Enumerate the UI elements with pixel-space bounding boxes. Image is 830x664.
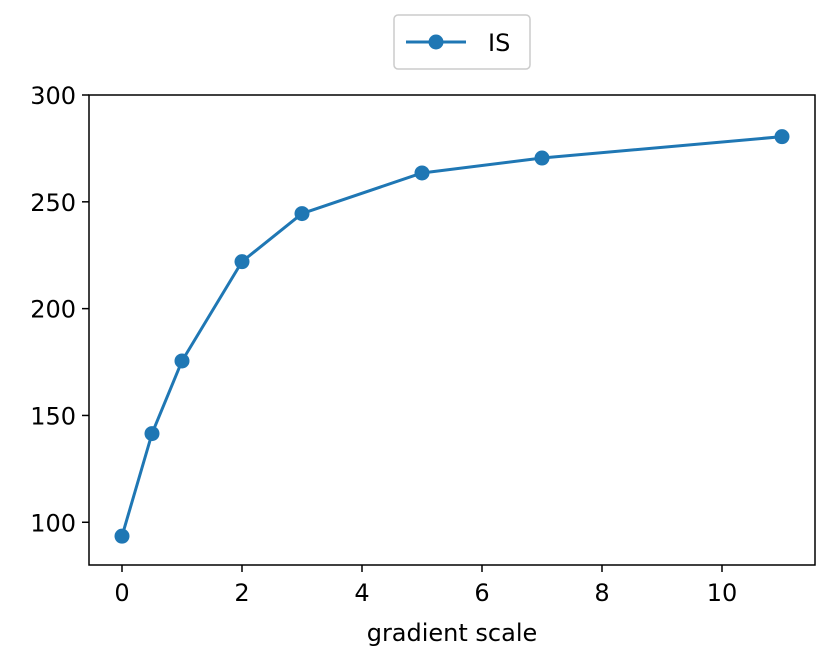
data-point-5 <box>414 165 430 181</box>
x-tick-label-4: 4 <box>354 579 369 607</box>
x-tick-label-10: 10 <box>707 579 738 607</box>
data-point-2 <box>174 353 190 369</box>
x-tick-label-2: 2 <box>234 579 249 607</box>
x-tick-label-8: 8 <box>594 579 609 607</box>
y-axis: 100 150 200 250 300 <box>30 82 89 537</box>
y-tick-label-200: 200 <box>30 296 76 324</box>
x-axis: 0 2 4 6 8 10 <box>114 565 737 607</box>
y-tick-label-100: 100 <box>30 509 76 537</box>
data-point-6 <box>534 150 550 166</box>
y-tick-label-300: 300 <box>30 82 76 110</box>
legend-label-is: IS <box>488 29 510 57</box>
series-line-0 <box>120 135 783 537</box>
data-point-7 <box>774 129 790 145</box>
data-point-1 <box>144 426 160 442</box>
series-is <box>114 129 790 544</box>
x-axis-title: gradient scale <box>367 619 538 647</box>
x-tick-label-6: 6 <box>474 579 489 607</box>
legend: IS <box>393 14 531 70</box>
legend-marker-swatch <box>428 34 444 50</box>
plot-area <box>88 94 816 566</box>
data-point-3 <box>234 254 250 270</box>
x-tick-label-0: 0 <box>114 579 129 607</box>
data-point-0 <box>114 528 130 544</box>
data-point-4 <box>294 206 310 222</box>
y-tick-label-250: 250 <box>30 189 76 217</box>
y-tick-label-150: 150 <box>30 402 76 430</box>
